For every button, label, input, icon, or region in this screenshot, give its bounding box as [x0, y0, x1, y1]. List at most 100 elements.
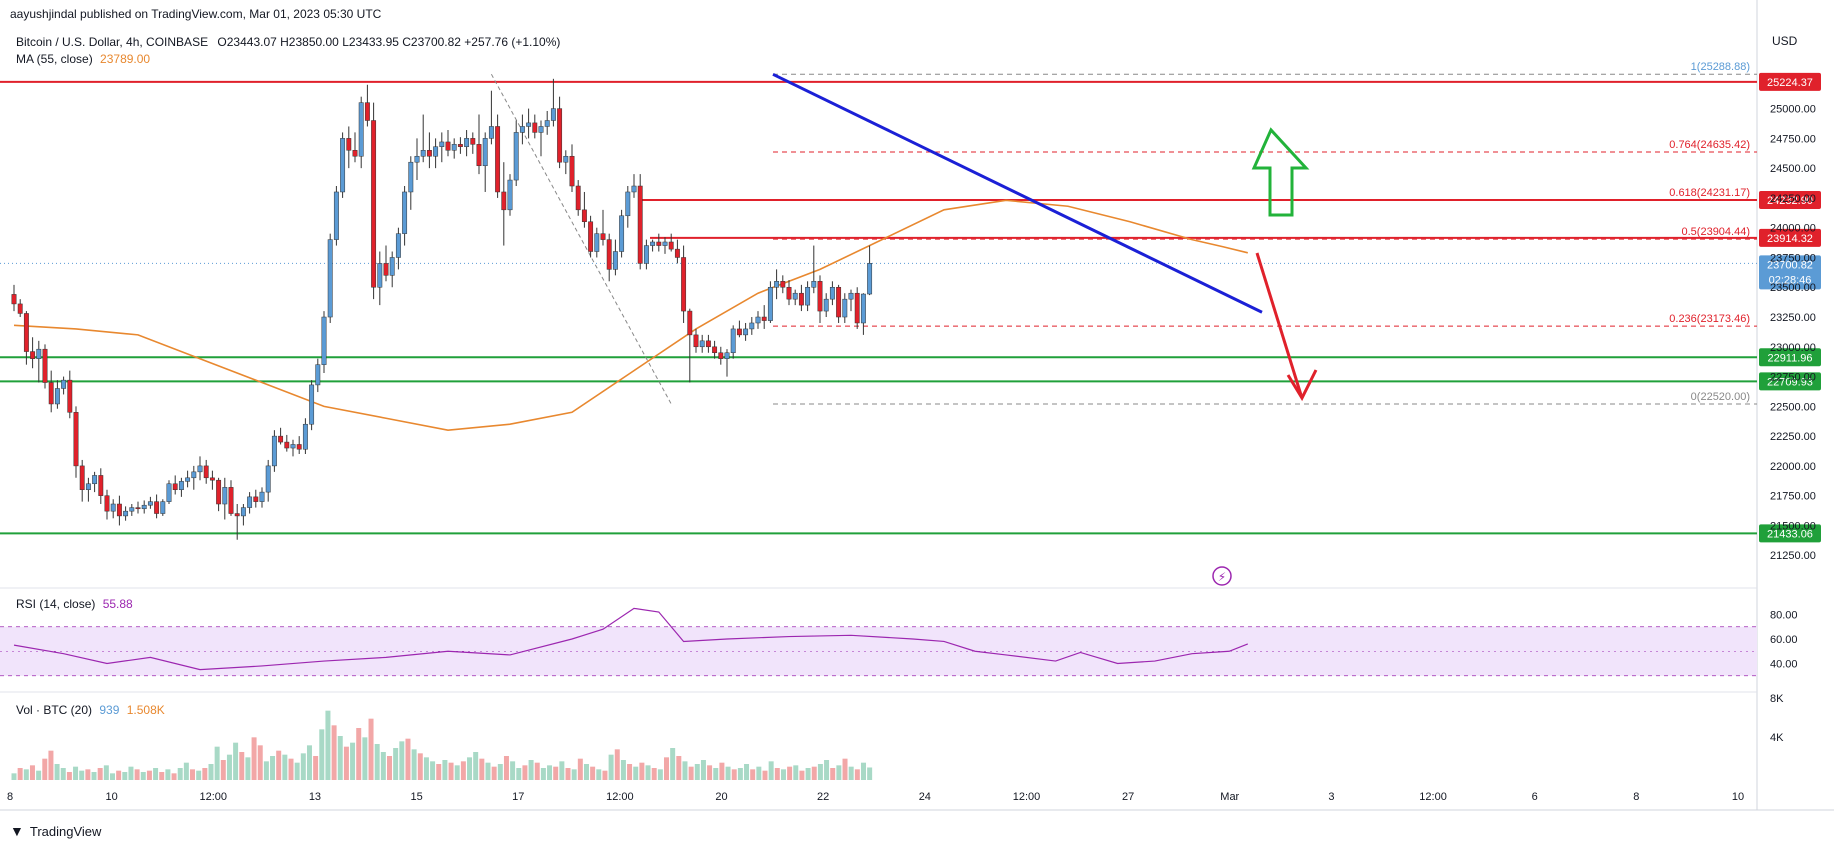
currency-label: USD — [1772, 34, 1798, 48]
rsi-tick-label: 60.00 — [1770, 634, 1798, 646]
y-tick-label: 23750.00 — [1770, 252, 1816, 264]
level-price-label: 24232.90 — [1767, 195, 1813, 207]
candle-body — [247, 496, 253, 508]
down-arrow-shaft — [1255, 252, 1303, 396]
candle-body — [637, 185, 643, 264]
y-tick-label: 24000.00 — [1770, 223, 1816, 235]
fib-label: 0(22520.00) — [1691, 391, 1750, 403]
volume-bar — [620, 760, 626, 780]
volume-bar — [645, 765, 651, 780]
volume-bar — [719, 762, 725, 780]
volume-bar — [867, 767, 873, 780]
volume-bar — [577, 758, 583, 780]
candle-body — [736, 328, 742, 336]
candle-body — [730, 328, 736, 354]
volume-bar — [473, 752, 479, 780]
candle-body — [358, 102, 364, 157]
volume-pane: 8K 4K — [11, 693, 1784, 780]
rsi-value: 55.88 — [102, 597, 133, 611]
candle-body — [650, 241, 656, 246]
level-price-label: 25224.37 — [1767, 77, 1813, 89]
volume-legend[interactable]: Vol · BTC (20) 939 1.508K — [16, 703, 165, 717]
candle-body — [191, 471, 197, 479]
candle-body — [383, 263, 389, 276]
candle-body — [234, 513, 240, 517]
volume-bar — [744, 764, 750, 780]
volume-bar — [276, 750, 282, 780]
volume-bar — [510, 761, 516, 780]
candle-body — [141, 504, 147, 510]
x-tick-label: 10 — [1732, 791, 1744, 803]
y-tick-label: 22250.00 — [1770, 431, 1816, 443]
rsi-legend[interactable]: RSI (14, close) 55.88 — [16, 597, 133, 611]
volume-bar — [602, 770, 608, 780]
candle-body — [36, 348, 42, 359]
volume-bar — [220, 760, 226, 780]
volume-bar — [503, 756, 509, 780]
level-price-label: 22911.96 — [1767, 352, 1812, 364]
volume-bar — [707, 765, 713, 780]
volume-bar — [282, 754, 288, 780]
volume-bar — [436, 764, 442, 780]
candle-body — [792, 292, 798, 300]
ma-line — [13, 199, 1248, 431]
volume-bar — [670, 748, 676, 780]
volume-bar — [854, 769, 860, 780]
volume-bar — [208, 764, 214, 780]
x-tick-label: 22 — [817, 791, 829, 803]
candle-body — [309, 384, 315, 425]
tradingview-footer[interactable]: ▼ TradingView — [10, 823, 101, 839]
volume-bar — [159, 772, 165, 780]
volume-bar — [79, 770, 85, 780]
candle-body — [253, 496, 259, 502]
ma-legend[interactable]: MA (55, close) 23789.00 — [16, 52, 150, 66]
candle-body — [606, 239, 612, 270]
volume-bar — [202, 768, 208, 780]
volume-bar — [85, 769, 91, 780]
volume-bar — [639, 762, 645, 780]
x-tick-label: 24 — [919, 791, 931, 803]
candle-body — [98, 475, 104, 496]
candle-body — [222, 487, 228, 505]
y-tick-label: 21750.00 — [1770, 491, 1816, 503]
candle-body — [550, 108, 556, 121]
volume-bar — [325, 710, 331, 780]
volume-bar — [350, 742, 356, 780]
candle-body — [203, 465, 209, 479]
level-price-tag — [1759, 228, 1821, 247]
candle-body — [48, 382, 54, 405]
candle-body — [643, 245, 649, 264]
volume-bar — [762, 770, 768, 780]
volume-bar — [540, 768, 546, 780]
volume-bar — [713, 768, 719, 780]
candle-body — [612, 251, 618, 270]
candle-body — [501, 191, 507, 211]
lightning-glyph: ⚡ — [1218, 570, 1226, 584]
candle-body — [817, 281, 823, 312]
candle-body — [774, 281, 780, 288]
volume-bar — [485, 762, 491, 780]
candle-body — [687, 310, 693, 336]
candle-body — [749, 322, 755, 330]
volume-bar — [140, 772, 146, 780]
volume-bar — [29, 765, 35, 780]
candle-body — [656, 241, 662, 246]
volume-bar — [165, 769, 171, 780]
candle-body — [284, 441, 290, 449]
volume-bar — [682, 761, 688, 780]
candle-body — [705, 340, 711, 348]
x-tick-label: 10 — [106, 791, 118, 803]
volume-bar — [116, 770, 122, 780]
chart-grid — [0, 0, 1834, 811]
volume-bar — [313, 756, 319, 780]
candle-body — [395, 233, 401, 258]
volume-bar — [66, 772, 72, 780]
volume-bar — [516, 768, 522, 780]
candle-body — [265, 465, 271, 493]
volume-bar — [239, 752, 245, 780]
level-price-label: 21433.06 — [1767, 528, 1813, 540]
x-tick-label: 15 — [410, 791, 422, 803]
candle-body — [712, 346, 718, 354]
volume-bar — [522, 765, 528, 780]
